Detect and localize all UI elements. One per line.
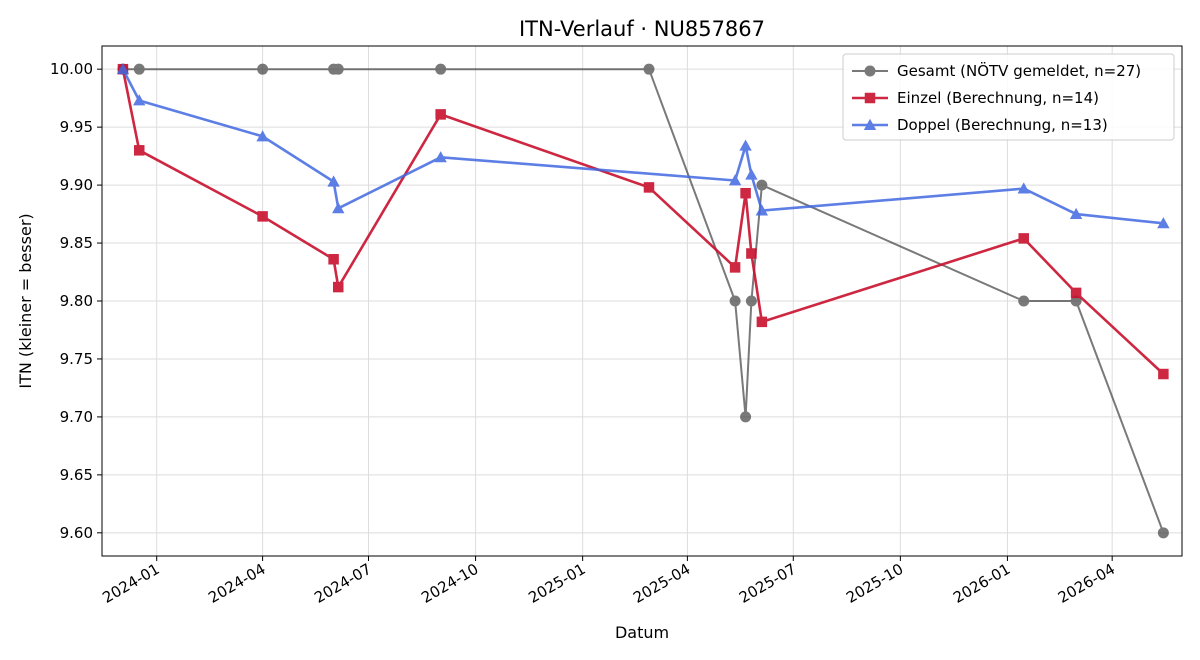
data-point: [133, 145, 145, 156]
y-axis-label: ITN (kleiner = besser): [16, 213, 35, 388]
legend: Gesamt (NÖTV gemeldet, n=27) Einzel (Bere…: [842, 53, 1175, 141]
legend-label: Einzel (Berechnung, n=14): [897, 89, 1099, 107]
data-point: [756, 179, 768, 191]
data-point: [740, 187, 751, 199]
data-point: [1158, 368, 1169, 380]
data-point: [740, 411, 752, 423]
data-point: [1157, 527, 1169, 539]
data-point: [729, 295, 741, 307]
data-point: [133, 63, 145, 75]
y-tick-label: 9.80: [60, 292, 93, 310]
data-point: [1070, 287, 1082, 299]
data-point: [333, 281, 344, 293]
data-point: [435, 63, 447, 75]
data-point: [1069, 207, 1083, 220]
data-point: [1070, 295, 1082, 307]
legend-label: Gesamt (NÖTV gemeldet, n=27): [897, 61, 1141, 80]
y-tick-label: 9.75: [60, 350, 93, 368]
x-axis-label: Datum: [615, 623, 669, 642]
data-point: [332, 202, 345, 214]
data-point: [745, 295, 757, 307]
series-line: [121, 68, 1165, 375]
data-point: [746, 248, 757, 259]
legend-swatch-marker: [864, 92, 876, 104]
y-tick-label: 9.85: [60, 234, 93, 252]
series-line: [122, 68, 1165, 534]
legend-swatch-marker: [863, 118, 877, 130]
data-point: [116, 62, 130, 75]
data-point: [332, 63, 344, 75]
legend-label: Doppel (Berechnung, n=13): [897, 116, 1108, 134]
y-tick-label: 9.60: [60, 524, 93, 542]
chart-title: ITN-Verlauf · NU857867: [519, 17, 765, 41]
data-point: [756, 316, 768, 328]
legend-entry: [852, 65, 888, 77]
series-layer: [116, 62, 1170, 539]
data-point: [256, 130, 269, 142]
data-point: [1157, 217, 1170, 229]
y-tick-label: 9.70: [60, 408, 93, 426]
data-point: [435, 109, 446, 120]
data-point: [728, 174, 742, 186]
data-point: [327, 175, 340, 187]
y-tick-label: 9.90: [60, 176, 93, 194]
series-3: [116, 62, 1170, 229]
data-point: [328, 254, 339, 265]
data-point: [257, 211, 268, 222]
data-point: [1017, 182, 1030, 194]
y-tick-label: 10.00: [50, 60, 93, 78]
legend-entry: [852, 118, 888, 130]
data-point: [1018, 233, 1029, 244]
y-tick-label: 9.65: [60, 466, 93, 484]
y-tick-label: 9.95: [60, 118, 93, 136]
data-point: [643, 63, 655, 75]
data-point: [739, 139, 752, 151]
data-point: [1018, 295, 1030, 307]
legend-swatch-marker: [864, 65, 876, 77]
data-point: [729, 262, 741, 273]
data-point: [434, 151, 447, 163]
data-point: [133, 94, 146, 106]
data-point: [257, 63, 269, 75]
legend-entry: [852, 92, 888, 104]
data-point: [745, 168, 758, 180]
data-point: [643, 182, 655, 193]
legend-box: [842, 53, 1175, 141]
data-point: [755, 204, 769, 216]
